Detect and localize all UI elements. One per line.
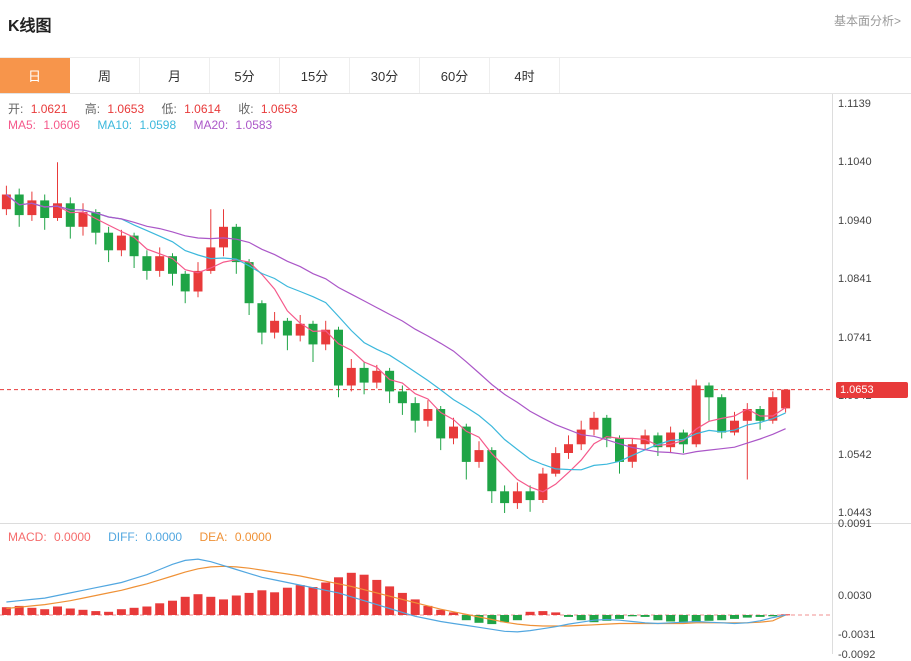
macd-axis-label: -0.0031: [838, 629, 876, 642]
tab-5分[interactable]: 5分: [210, 58, 280, 93]
macd-axis: 0.0091 0.0030 -0.0031 -0.0092: [832, 518, 911, 661]
diff-value: 0.0000: [145, 530, 183, 544]
ma20-label: MA20:: [193, 118, 229, 132]
y-axis-label: 1.0443: [838, 507, 872, 519]
macd-value: 0.0000: [54, 530, 91, 544]
macd-label: MACD:: [8, 530, 47, 544]
ma10-value: 1.0598: [139, 118, 177, 132]
ohlc-info-line: 开: 1.0621 高: 1.0653 低: 1.0614 收: 1.0653: [8, 100, 302, 117]
current-price-tag: 1.0653: [836, 381, 908, 398]
macd-bars: [1, 572, 791, 625]
open-value: 1.0621: [30, 102, 68, 116]
ma-info-line: MA5: 1.0606 MA10: 1.0598 MA20: 1.0583: [8, 118, 276, 132]
tab-周[interactable]: 周: [70, 58, 140, 93]
page-title: K线图: [8, 18, 52, 35]
macd-panel: MACD: 0.0000 DIFF: 0.0000 DEA: 0.0000 0.…: [0, 518, 911, 661]
ma5-label: MA5:: [8, 118, 37, 132]
candles: [1, 162, 791, 513]
tab-4时[interactable]: 4时: [490, 58, 560, 93]
open-label: 开:: [8, 102, 24, 116]
dea-label: DEA:: [199, 530, 228, 544]
macd-axis-label: -0.0092: [838, 649, 876, 661]
ma20-line: [6, 194, 786, 455]
y-axis-label: 1.0841: [838, 273, 872, 286]
ma10-line: [6, 194, 786, 471]
y-axis-label: 1.1139: [838, 98, 871, 110]
high-label: 高:: [84, 102, 101, 116]
page-header: K线图 基本面分析>: [0, 0, 911, 57]
tab-15分[interactable]: 15分: [280, 58, 350, 93]
macd-axis-label: 0.0030: [838, 589, 872, 602]
ma5-line: [6, 194, 786, 493]
low-label: 低:: [161, 102, 177, 116]
y-axis-label: 1.0542: [838, 448, 872, 461]
ma5-value: 1.0606: [43, 118, 81, 132]
macd-info-line: MACD: 0.0000 DIFF: 0.0000 DEA: 0.0000: [8, 530, 276, 544]
fundamental-analysis-link[interactable]: 基本面分析>: [833, 14, 901, 28]
ma20-value: 1.0583: [235, 118, 273, 132]
y-axis-label: 1.0940: [838, 214, 872, 227]
macd-axis-label: 0.0091: [838, 518, 872, 530]
diff-line: [6, 558, 786, 633]
candlestick-panel: 开: 1.0621 高: 1.0653 低: 1.0614 收: 1.0653 …: [0, 94, 911, 523]
price-axis: 1.0653 1.1139 1.1040 1.0940 1.0841 1.0741 1.0…: [832, 94, 911, 523]
y-axis-label: 1.0741: [838, 331, 872, 344]
close-label: 收:: [238, 102, 254, 116]
close-value: 1.0653: [260, 102, 298, 116]
candlestick-chart[interactable]: [0, 94, 832, 523]
tab-30分[interactable]: 30分: [350, 58, 420, 93]
tab-60分[interactable]: 60分: [420, 58, 490, 93]
dea-value: 0.0000: [234, 530, 272, 544]
tab-日[interactable]: 日: [0, 58, 70, 93]
y-axis-label: 1.1040: [838, 156, 872, 169]
ma10-label: MA10:: [97, 118, 133, 132]
diff-label: DIFF:: [108, 530, 139, 544]
interval-tab-bar: 日周月 5分 15分 30分 60分 4时: [0, 57, 911, 94]
low-value: 1.0614: [184, 102, 221, 116]
tab-月[interactable]: 月: [140, 58, 210, 93]
macd-chart[interactable]: [0, 524, 832, 654]
high-value: 1.0653: [107, 102, 145, 116]
